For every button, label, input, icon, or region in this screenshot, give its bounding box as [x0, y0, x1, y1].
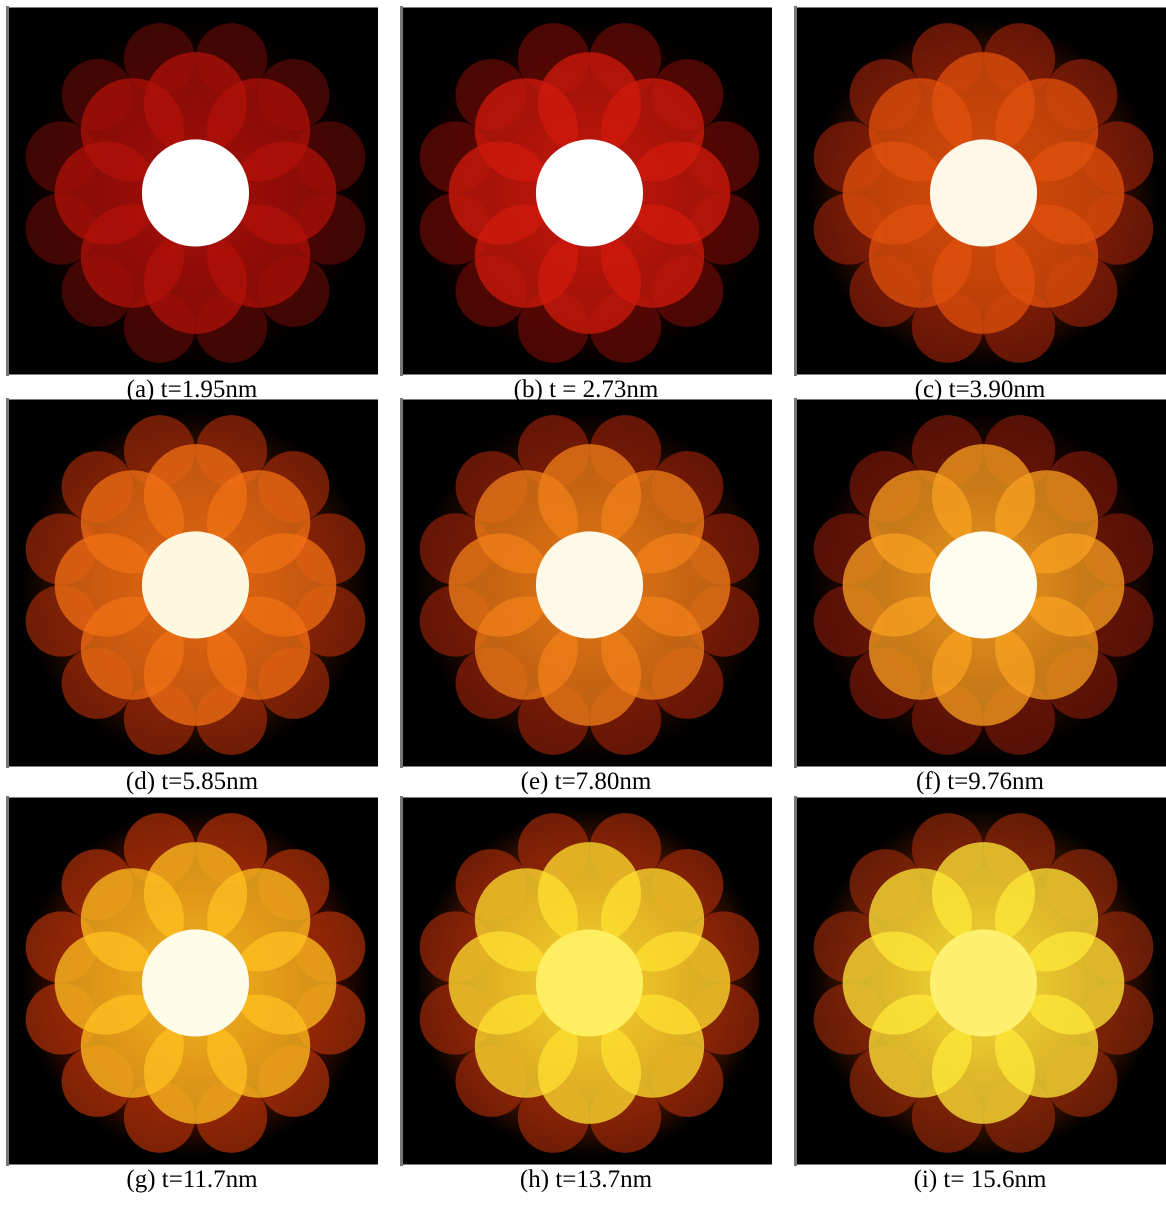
panel: (i) t= 15.6nm [794, 796, 1166, 1194]
core [536, 531, 643, 638]
caption: (h) t=13.7nm [400, 1166, 772, 1194]
core [930, 139, 1037, 246]
panel: (f) t=9.76nm [794, 398, 1166, 796]
figure: (a) t=1.95nm(b) t = 2.73nm(c) t=3.90nm (d… [0, 0, 1166, 1218]
core [536, 929, 643, 1036]
core [536, 139, 643, 246]
panel: (g) t=11.7nm [6, 796, 378, 1194]
simulation-image [400, 6, 772, 376]
panel: (d) t=5.85nm [6, 398, 378, 796]
panel: (c) t=3.90nm [794, 6, 1166, 404]
caption: (e) t=7.80nm [400, 768, 772, 796]
caption: (f) t=9.76nm [794, 768, 1166, 796]
core [930, 531, 1037, 638]
simulation-image [400, 796, 772, 1166]
panel: (a) t=1.95nm [6, 6, 378, 404]
simulation-image [794, 6, 1166, 376]
simulation-image [794, 398, 1166, 768]
caption: (d) t=5.85nm [6, 768, 378, 796]
panel: (e) t=7.80nm [400, 398, 772, 796]
caption: (g) t=11.7nm [6, 1166, 378, 1194]
simulation-image [6, 796, 378, 1166]
core [142, 929, 249, 1036]
core [930, 929, 1037, 1036]
simulation-image [6, 6, 378, 376]
simulation-image [6, 398, 378, 768]
core [142, 139, 249, 246]
panel: (b) t = 2.73nm [400, 6, 772, 404]
caption: (i) t= 15.6nm [794, 1166, 1166, 1194]
simulation-image [794, 796, 1166, 1166]
core [142, 531, 249, 638]
panel: (h) t=13.7nm [400, 796, 772, 1194]
simulation-image [400, 398, 772, 768]
